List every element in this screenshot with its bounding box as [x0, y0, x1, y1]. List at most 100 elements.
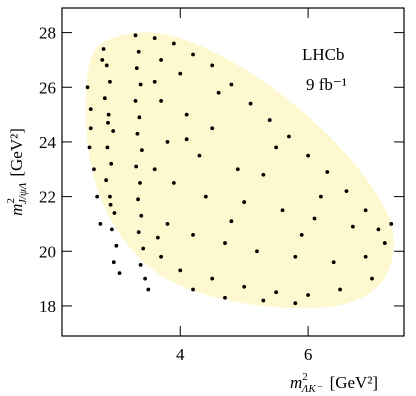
- point: [133, 99, 138, 103]
- point: [165, 222, 170, 226]
- point: [152, 167, 157, 172]
- point: [138, 82, 143, 87]
- point: [178, 268, 183, 273]
- point: [293, 301, 298, 306]
- y-axis-label: m2J/ψΛ [GeV²]: [5, 128, 29, 216]
- point: [171, 41, 176, 46]
- point: [159, 254, 163, 259]
- point: [191, 287, 195, 292]
- point: [105, 145, 110, 150]
- point: [178, 71, 183, 76]
- point: [98, 222, 103, 226]
- point: [248, 101, 253, 106]
- point: [109, 227, 114, 232]
- point: [108, 202, 113, 207]
- point: [141, 246, 146, 251]
- point: [87, 145, 92, 150]
- point: [155, 235, 160, 240]
- point: [350, 224, 355, 229]
- kinematic-region: [85, 32, 394, 309]
- point: [203, 194, 208, 199]
- point: [136, 197, 140, 202]
- point: [136, 230, 141, 235]
- x-axis-label: m2 ΛK⁻ [GeV²]: [290, 371, 378, 395]
- label-subscript: J/ψΛ: [17, 182, 29, 204]
- y-tick-label: 20: [39, 242, 56, 261]
- label-subscript: ΛK⁻: [301, 383, 323, 395]
- point: [267, 118, 272, 122]
- point: [133, 33, 138, 38]
- point: [274, 145, 279, 150]
- point: [134, 164, 139, 169]
- point: [138, 263, 143, 267]
- point: [139, 213, 144, 218]
- point: [165, 140, 170, 144]
- point: [363, 254, 368, 259]
- point: [216, 90, 221, 95]
- point: [112, 211, 117, 215]
- point: [143, 276, 148, 281]
- point: [184, 112, 189, 117]
- y-tick-label: 28: [39, 24, 56, 43]
- annotation: 9 fb⁻¹: [306, 75, 347, 94]
- point: [299, 232, 304, 237]
- point: [242, 200, 247, 204]
- point: [235, 167, 240, 172]
- point: [106, 120, 110, 125]
- point: [210, 126, 215, 131]
- plot-frame: [61, 7, 405, 337]
- point: [223, 295, 227, 300]
- y-tick-label: 18: [39, 297, 56, 316]
- point: [95, 194, 100, 199]
- point: [306, 293, 311, 297]
- point: [274, 290, 279, 295]
- point: [88, 107, 93, 112]
- point: [100, 58, 105, 62]
- point: [114, 243, 119, 248]
- label-unit: [GeV²]: [330, 373, 379, 392]
- point: [108, 194, 112, 199]
- point: [293, 254, 298, 259]
- point: [136, 49, 141, 54]
- x-tick-label: 4: [176, 345, 185, 364]
- point: [111, 129, 116, 133]
- point: [109, 161, 114, 166]
- point: [229, 82, 234, 87]
- point: [382, 241, 387, 245]
- point: [159, 58, 163, 62]
- point: [306, 153, 311, 158]
- point: [191, 232, 195, 237]
- y-tick-label: 24: [39, 133, 57, 152]
- point: [152, 79, 157, 84]
- point: [370, 276, 374, 281]
- point: [344, 189, 349, 194]
- point: [159, 99, 163, 103]
- point: [146, 287, 151, 292]
- point: [318, 194, 323, 199]
- point: [261, 298, 266, 303]
- point: [92, 167, 96, 172]
- point: [242, 284, 247, 289]
- point: [137, 115, 142, 120]
- label-superscript: 2: [302, 371, 308, 383]
- point: [102, 96, 107, 101]
- point: [171, 181, 176, 185]
- point: [138, 181, 142, 185]
- label-symbol: m: [7, 204, 26, 216]
- point: [111, 260, 116, 265]
- point: [101, 47, 106, 51]
- label-unit: [GeV²]: [7, 128, 26, 177]
- point: [184, 137, 189, 142]
- point: [135, 131, 140, 136]
- point: [104, 178, 109, 183]
- point: [376, 227, 381, 232]
- point: [85, 85, 90, 90]
- point: [331, 260, 336, 265]
- label-superscript: 2: [5, 198, 17, 204]
- point: [363, 208, 368, 213]
- point: [134, 66, 139, 71]
- point: [338, 287, 342, 292]
- point: [255, 249, 259, 254]
- point: [280, 208, 285, 213]
